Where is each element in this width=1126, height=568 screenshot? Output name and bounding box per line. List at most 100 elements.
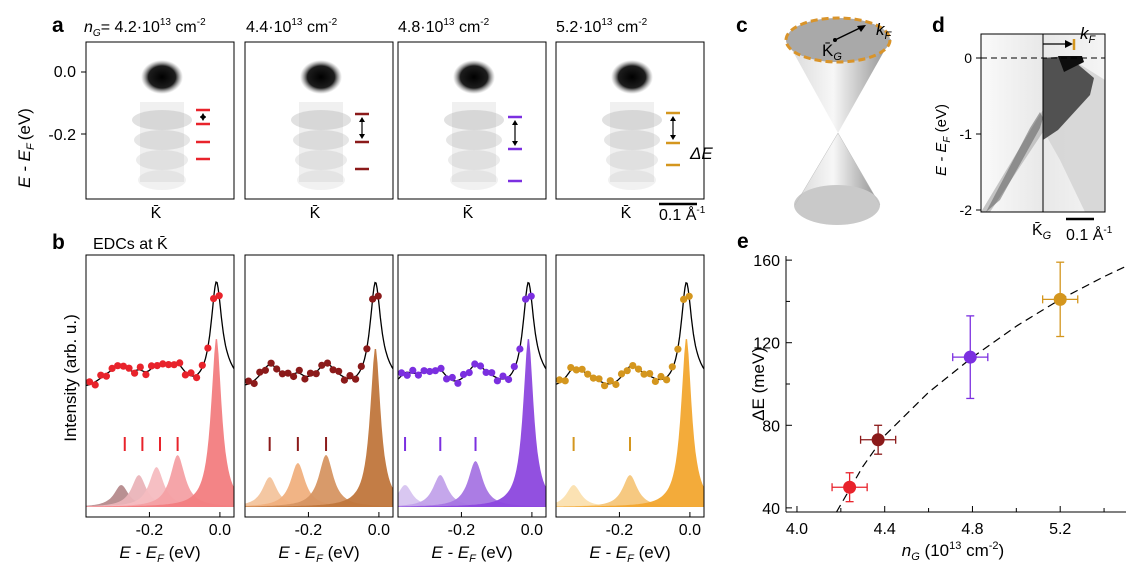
edc-data-point bbox=[142, 371, 150, 379]
arpes-panels: K̄ K̄ K̄ K̄ ΔE bbox=[85, 41, 713, 222]
edc-data-point bbox=[527, 292, 535, 300]
panel-e-xlabel: nG (1013 cm-2) bbox=[902, 540, 1004, 563]
panel-a-ytick-1: -0.2 bbox=[48, 127, 76, 144]
arpes-panel-2: K̄ bbox=[397, 41, 547, 222]
panel-c-kf: kF bbox=[876, 20, 893, 42]
edc-data-point bbox=[595, 375, 603, 383]
svg-text:E - EF (eV): E - EF (eV) bbox=[933, 104, 953, 176]
edc-data-point bbox=[352, 375, 360, 383]
panel-d-ylabel: E - EF (eV) bbox=[933, 104, 953, 176]
arrow-down-icon bbox=[200, 116, 206, 121]
edc-data-point bbox=[482, 368, 490, 376]
arpes-xtick: K̄ bbox=[310, 205, 321, 222]
edc-data-point bbox=[437, 364, 445, 372]
edc-data-point bbox=[674, 345, 682, 353]
panel-e-chart: 40 80 120 160 4.0 4.4 4.8 5.2 bbox=[753, 253, 1126, 538]
panel-c-kbar: K̄G bbox=[822, 41, 842, 63]
edc-data-point bbox=[465, 369, 473, 377]
edc-peak-fill bbox=[398, 461, 546, 507]
edc-data-point bbox=[414, 371, 422, 379]
edc-data-point bbox=[198, 361, 206, 369]
data-point-0 bbox=[843, 480, 857, 494]
edc-data-point bbox=[409, 366, 417, 374]
band-smear bbox=[140, 102, 184, 182]
panel-a-ylabel: E - EF (eV) bbox=[15, 108, 37, 188]
edc-panel-2: -0.2 0.0 E - EF (eV) bbox=[397, 254, 547, 565]
panel-d-scalebar-label: 0.1 Å-1 bbox=[1066, 225, 1113, 244]
edc-data-point bbox=[476, 362, 485, 370]
edc-xtick-label: -0.2 bbox=[136, 522, 164, 539]
panel-d-ytick-1: -1 bbox=[960, 126, 973, 142]
data-point-2 bbox=[963, 350, 977, 364]
density-label-1: 4.4·1013 cm-2 bbox=[246, 17, 338, 36]
edc-data-point bbox=[629, 362, 637, 370]
panel-letter-c: c bbox=[736, 14, 748, 37]
panel-letter-e: e bbox=[737, 230, 749, 253]
edc-data-point bbox=[443, 375, 451, 383]
edc-data-point bbox=[91, 381, 99, 389]
dirac-peak-blob bbox=[141, 60, 183, 94]
edc-data-point bbox=[244, 377, 253, 385]
panel-d-kf-arrow-icon bbox=[1065, 40, 1073, 48]
band-smear bbox=[299, 102, 343, 182]
edc-peak-fill bbox=[86, 467, 234, 507]
panel-letter-b: b bbox=[52, 231, 65, 254]
edc-peak-fill bbox=[245, 349, 393, 507]
edc-data-point bbox=[108, 364, 116, 372]
band-replica bbox=[293, 130, 349, 150]
edc-data-point bbox=[181, 371, 189, 379]
band-replica bbox=[450, 170, 498, 190]
panel-b-title: EDCs at K̄ bbox=[93, 236, 168, 253]
edc-xtick-label: 0.0 bbox=[368, 522, 390, 539]
panel-letter-d: d bbox=[932, 14, 945, 37]
band-replica bbox=[132, 110, 192, 130]
dirac-peak-blob bbox=[453, 60, 495, 94]
x-tick-label: 4.0 bbox=[786, 521, 808, 538]
data-point-3 bbox=[1053, 292, 1067, 306]
arrow-down-icon bbox=[512, 141, 518, 146]
edc-data-point bbox=[250, 379, 258, 388]
edc-data-point bbox=[256, 368, 264, 376]
density-label-2: 4.8·1013 cm-2 bbox=[398, 17, 490, 36]
edc-data-point bbox=[273, 365, 281, 373]
x-tick-label: 4.4 bbox=[874, 521, 896, 538]
panel-d-ytick-0: 0 bbox=[964, 50, 972, 66]
dirac-cone bbox=[784, 16, 892, 225]
edc-data-point bbox=[187, 369, 195, 377]
edc-data-point bbox=[369, 295, 377, 303]
edc-peak-fill bbox=[398, 339, 546, 507]
band-replica bbox=[291, 110, 351, 130]
panel-a-scalebar-label: 0.1 Å-1 bbox=[659, 205, 706, 224]
edc-data-point bbox=[267, 359, 275, 367]
edc-data-point bbox=[114, 362, 122, 370]
edc-peak-fill bbox=[398, 475, 546, 507]
arrow-up-icon bbox=[512, 120, 518, 125]
svg-text:E - EF(eV): E - EF (eV) bbox=[15, 108, 37, 188]
edc-data-point bbox=[210, 295, 218, 303]
edc-data-point bbox=[623, 367, 631, 375]
edc-data-point bbox=[685, 292, 693, 300]
edc-data-point bbox=[306, 369, 315, 377]
band-replica bbox=[608, 170, 656, 190]
band-smear bbox=[610, 102, 654, 182]
edc-data-point bbox=[278, 370, 286, 378]
edc-data-point bbox=[340, 376, 348, 384]
edc-data-point bbox=[301, 375, 309, 383]
edc-xtick-label: -0.2 bbox=[295, 522, 323, 539]
edc-xlabel: E - EF (eV) bbox=[431, 543, 512, 565]
edc-peak-fill bbox=[556, 485, 704, 507]
panel-d-kf: kF bbox=[1080, 24, 1097, 46]
edc-data-point bbox=[397, 369, 406, 377]
panel-d-xtick: K̄G bbox=[1032, 222, 1052, 242]
band-replica bbox=[136, 150, 188, 170]
edc-frame bbox=[244, 254, 394, 518]
band-replica bbox=[606, 150, 658, 170]
panel-a-ylabel-sub: F bbox=[25, 142, 37, 150]
edc-xlabel: E - EF (eV) bbox=[119, 543, 200, 565]
band-replica bbox=[602, 110, 662, 130]
band-replica bbox=[444, 110, 504, 130]
edc-data-point bbox=[102, 372, 110, 380]
edc-data-point bbox=[374, 292, 382, 300]
arpes-panel-1: K̄ bbox=[244, 41, 394, 222]
